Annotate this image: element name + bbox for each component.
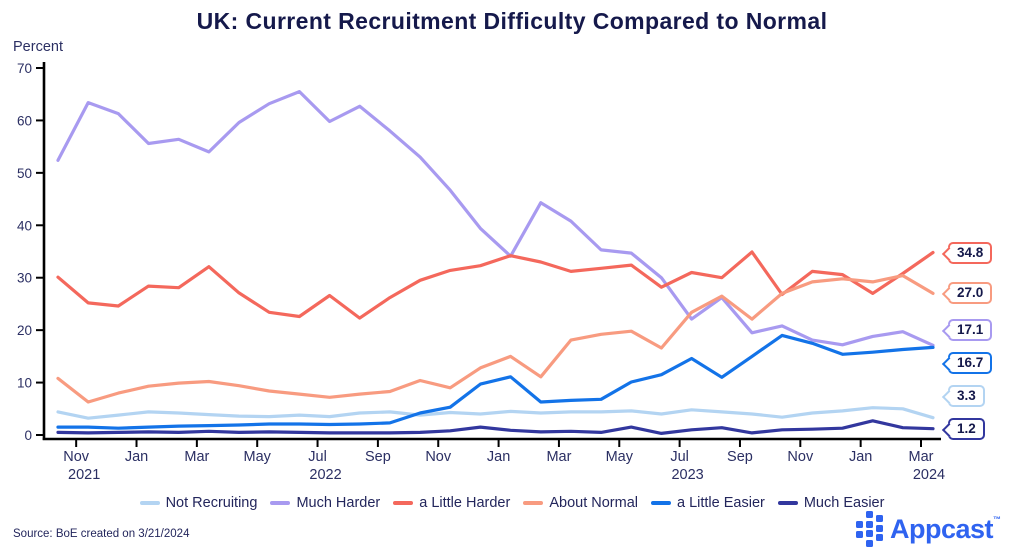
x-tick-label: Nov — [425, 449, 452, 465]
appcast-logo: Appcast™ — [856, 511, 1001, 547]
end-value-callout-much-harder: 17.1 — [941, 319, 993, 341]
y-tick-label: 20 — [17, 323, 32, 338]
legend-item-much-harder: Much Harder — [270, 495, 380, 511]
legend-item-not-recruiting: Not Recruiting — [139, 495, 258, 511]
x-year-label: 2022 — [309, 467, 341, 483]
line-about-normal — [56, 274, 935, 404]
source-note: Source: BoE created on 3/21/2024 — [13, 528, 190, 540]
y-tick-label: 60 — [17, 113, 32, 128]
end-value-callout-about-normal: 27.0 — [941, 282, 993, 304]
legend-swatch-icon — [270, 500, 291, 506]
x-tick-label: Jan — [849, 449, 872, 465]
x-tick-label: Nov — [63, 449, 90, 465]
end-value-callout-a-little-easier: 16.7 — [941, 352, 993, 374]
line-much-harder — [56, 89, 935, 347]
legend-swatch-icon — [523, 500, 544, 506]
x-tick-label: Nov — [787, 449, 814, 465]
legend-label: a Little Easier — [676, 495, 765, 511]
trademark-symbol: ™ — [993, 515, 1001, 524]
end-value-text: 27.0 — [957, 285, 984, 300]
y-tick-label: 10 — [17, 376, 32, 391]
x-tick-label: Mar — [184, 449, 209, 465]
end-value-callout-not-recruiting: 3.3 — [941, 385, 985, 407]
legend-swatch-icon — [650, 500, 671, 506]
x-tick-label: Jan — [125, 449, 148, 465]
y-tick-label: 50 — [17, 166, 32, 181]
end-value-callout-much-easier: 1.2 — [941, 418, 985, 440]
end-value-callout-a-little-harder: 34.8 — [941, 242, 993, 264]
x-tick-label: Sep — [365, 449, 391, 465]
end-value-text: 16.7 — [957, 355, 984, 370]
chart-title: UK: Current Recruitment Difficulty Compa… — [196, 8, 828, 34]
legend-swatch-icon — [139, 500, 160, 506]
x-tick-label: Sep — [727, 449, 753, 465]
end-value-text: 34.8 — [957, 245, 984, 260]
x-tick-label: Jan — [487, 449, 510, 465]
legend-swatch-icon — [393, 500, 414, 506]
end-value-text: 1.2 — [957, 421, 976, 436]
line-chart: 0 10 20 30 40 50 60 70 Nov 2021 Jan Mar May Jul 2022 Se… — [17, 61, 945, 483]
legend-item-about-normal: About Normal — [523, 495, 638, 511]
x-tick-label: Jul — [308, 449, 327, 465]
legend-label: Much Harder — [296, 495, 381, 511]
end-value-text: 17.1 — [957, 322, 984, 337]
x-year-label: 2021 — [68, 467, 100, 483]
line-not-recruiting — [56, 406, 935, 420]
x-tick-label: Mar — [909, 449, 934, 465]
appcast-logo-icon — [856, 511, 883, 547]
line-a-little-easier — [56, 333, 935, 430]
x-tick-label: May — [606, 449, 634, 465]
legend-label: a Little Harder — [419, 495, 511, 511]
legend-item-a-little-harder: a Little Harder — [393, 495, 510, 511]
y-tick-label: 0 — [24, 428, 32, 443]
end-value-text: 3.3 — [957, 388, 976, 403]
y-tick-label: 30 — [17, 271, 32, 286]
legend-label: Not Recruiting — [165, 495, 258, 511]
chart-legend: Not Recruiting Much Harder a Little Harder… — [0, 495, 1024, 511]
x-year-label: 2024 — [913, 467, 945, 483]
line-much-easier — [56, 419, 935, 435]
x-tick-label: May — [244, 449, 272, 465]
legend-swatch-icon — [777, 500, 798, 506]
x-tick-label: Mar — [546, 449, 571, 465]
legend-label: About Normal — [549, 495, 638, 511]
legend-item-a-little-easier: a Little Easier — [650, 495, 765, 511]
appcast-logo-text: Appcast™ — [890, 514, 1001, 544]
x-year-label: 2023 — [671, 467, 703, 483]
y-tick-label: 40 — [17, 218, 32, 233]
legend-label: Much Easier — [803, 495, 885, 511]
y-axis-unit-label: Percent — [13, 39, 63, 55]
y-tick-label: 70 — [17, 61, 32, 76]
legend-item-much-easier: Much Easier — [777, 495, 885, 511]
x-tick-label: Jul — [670, 449, 689, 465]
